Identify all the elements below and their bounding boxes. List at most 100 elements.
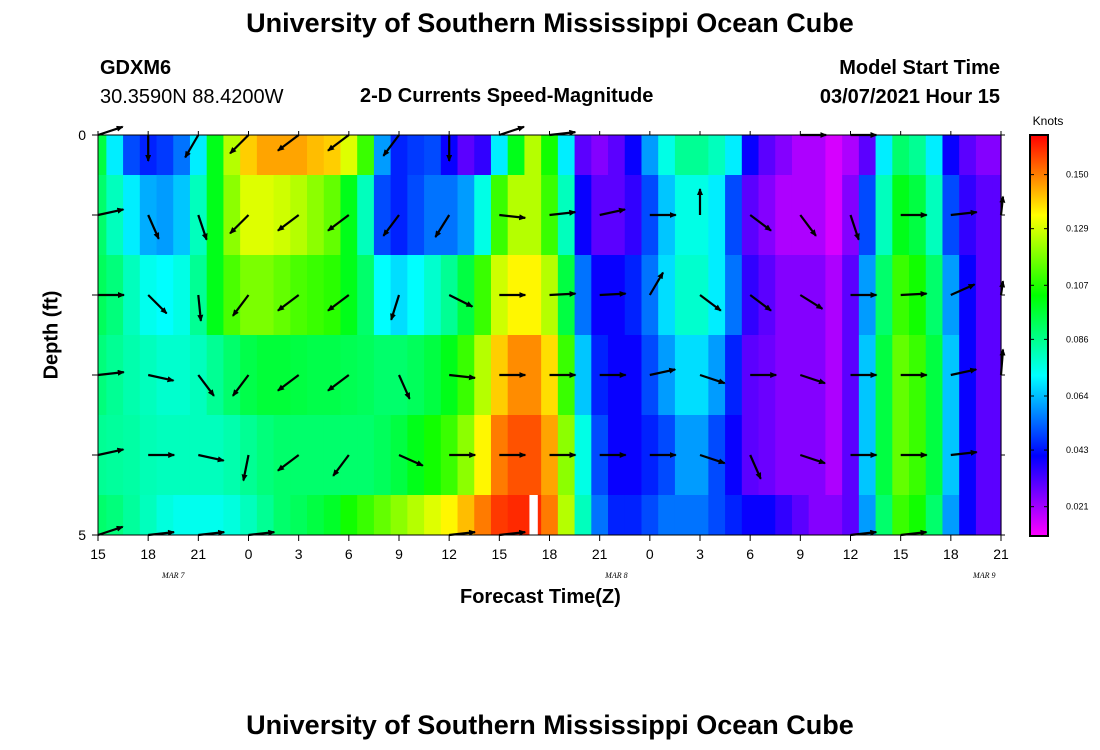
heatmap-cell: [608, 135, 626, 175]
current-vector: [950, 367, 978, 377]
heatmap-cell: [139, 495, 158, 535]
heatmap-cell: [340, 175, 358, 255]
heatmap-cells: [98, 135, 1002, 535]
heatmap-cell: [474, 495, 492, 535]
heatmap-cell: [992, 175, 1002, 255]
heatmap-cell: [424, 135, 442, 175]
heatmap-cell: [106, 335, 124, 415]
colorbar-label: 0.043: [1066, 445, 1089, 455]
current-vector: [449, 373, 476, 381]
current-vector: [198, 453, 225, 463]
heatmap-cell: [173, 415, 191, 495]
heatmap-cell: [357, 175, 375, 255]
heatmap-cell: [457, 255, 475, 335]
current-vector: [599, 290, 627, 297]
current-vector: [277, 374, 300, 392]
heatmap-cell: [775, 135, 793, 175]
heatmap-cell: [758, 175, 776, 255]
heatmap-cell: [708, 335, 726, 415]
heatmap-cell: [457, 335, 475, 415]
heatmap-cell: [206, 415, 225, 495]
x-day-label: MAR 7: [161, 571, 185, 580]
heatmap-cell: [390, 175, 408, 255]
heatmap-cell: [808, 135, 827, 175]
heatmap-cell: [206, 175, 225, 255]
current-vector: [950, 209, 978, 217]
heatmap-cell: [390, 135, 408, 175]
heatmap-cell: [106, 135, 124, 175]
current-vector: [398, 453, 424, 467]
heatmap-cell: [507, 135, 526, 175]
heatmap-cell: [541, 135, 559, 175]
heatmap-cell: [474, 415, 492, 495]
heatmap-cell: [574, 495, 592, 535]
heatmap-cell: [775, 255, 793, 335]
current-vector: [382, 214, 400, 237]
current-vector: [448, 294, 474, 308]
current-vector: [749, 294, 772, 312]
heatmap-cell: [256, 335, 275, 415]
heatmap-cell: [373, 495, 392, 535]
heatmap-cell: [373, 335, 392, 415]
heatmap-cell: [925, 495, 944, 535]
current-vector: [332, 454, 350, 477]
station-id: GDXM6: [100, 57, 172, 79]
heatmap-cell: [959, 495, 977, 535]
heatmap-cell: [674, 255, 693, 335]
current-vector: [799, 373, 826, 385]
heatmap-cell: [825, 255, 843, 335]
heatmap-cell: [608, 175, 626, 255]
x-tick-label: 15: [492, 546, 508, 562]
heatmap-cell: [307, 175, 325, 255]
chart-title: 2-D Currents Speed-Magnitude: [360, 85, 654, 107]
heatmap-cell: [825, 495, 843, 535]
heatmap-cell: [407, 495, 425, 535]
current-vector: [327, 214, 350, 232]
heatmap-cell: [106, 495, 124, 535]
heatmap-cell: [223, 175, 241, 255]
heatmap-cell: [407, 175, 425, 255]
heatmap-cell: [624, 495, 643, 535]
heatmap-cell: [206, 135, 225, 175]
heatmap-cell: [959, 175, 977, 255]
heatmap-cell: [541, 495, 559, 535]
x-tick-label: 12: [441, 546, 457, 562]
current-vector: [327, 294, 350, 312]
heatmap-cell: [624, 135, 643, 175]
colorbar-legend: Knots 0.021 0.043 0.064 0.086 0.107 0.129 0.15…: [1029, 114, 1089, 537]
heatmap-cell: [98, 135, 107, 175]
heatmap-cell: [507, 175, 526, 255]
heatmap-cell: [98, 495, 107, 535]
heatmap-cell: [307, 255, 325, 335]
x-tick-label: 9: [796, 546, 804, 562]
heatmap-cell: [424, 255, 442, 335]
current-vector: [950, 283, 976, 297]
heatmap-cell: [725, 135, 743, 175]
heatmap-cell: [407, 415, 425, 495]
x-tick-label: 0: [245, 546, 253, 562]
heatmap-cell: [574, 415, 592, 495]
current-vector: [599, 207, 626, 217]
current-vector: [699, 294, 722, 312]
heatmap-cell: [223, 135, 241, 175]
heatmap-cell: [290, 495, 308, 535]
heatmap-cell: [775, 415, 793, 495]
missing-data-cell: [529, 495, 538, 535]
x-day-label: MAR 9: [972, 571, 995, 580]
current-vector: [97, 207, 125, 217]
heatmap-cell: [658, 495, 676, 535]
heatmap-cell: [156, 255, 174, 335]
current-vector: [397, 374, 411, 400]
heatmap-cell: [323, 335, 342, 415]
current-vector: [147, 214, 160, 240]
current-vector: [749, 454, 762, 480]
current-vector: [232, 374, 250, 397]
heatmap-cell: [975, 415, 994, 495]
heatmap-cell: [524, 175, 542, 255]
heatmap-cell: [474, 255, 492, 335]
heatmap-cell: [273, 335, 291, 415]
current-vector: [498, 125, 525, 137]
heatmap-cell: [240, 255, 258, 335]
heatmap-cell: [825, 415, 843, 495]
heatmap-cell: [624, 255, 643, 335]
